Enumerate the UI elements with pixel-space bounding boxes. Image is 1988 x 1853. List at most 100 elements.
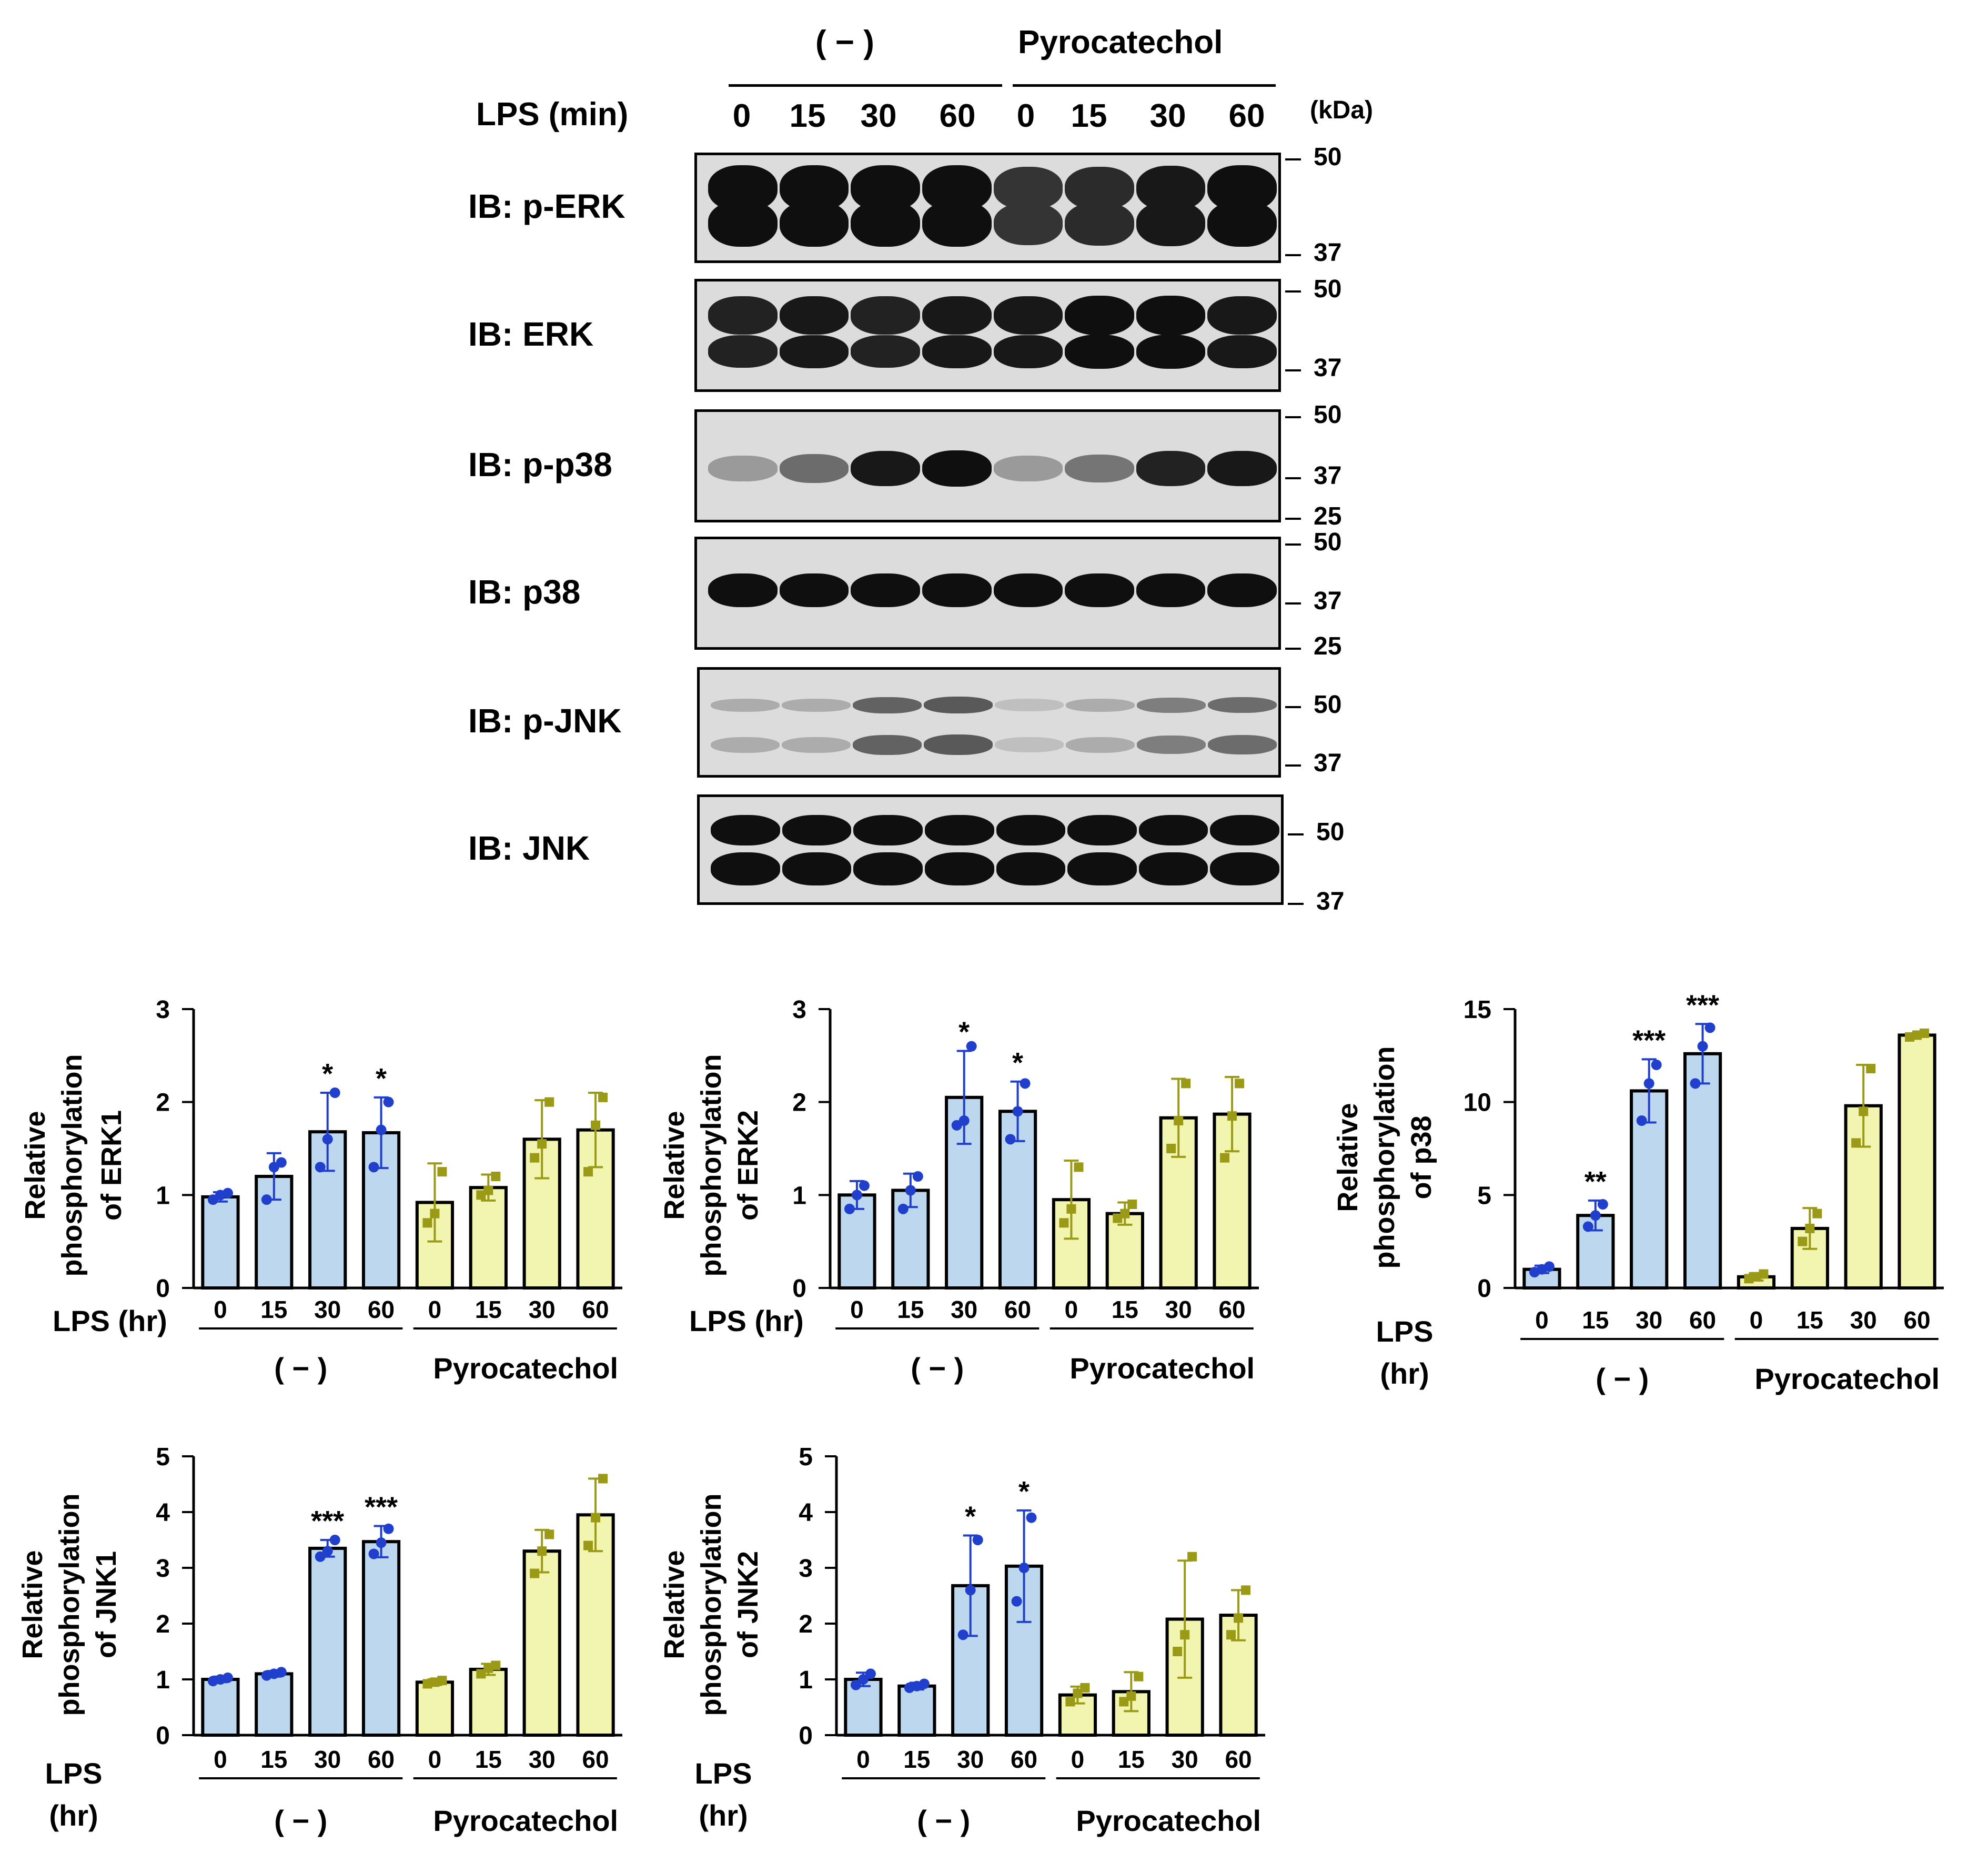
blot-band	[853, 734, 922, 755]
data-point	[1227, 1111, 1237, 1121]
y-axis-label: of p38	[1406, 1115, 1437, 1199]
x-tick-label: 0	[856, 1746, 870, 1773]
x-tick-label: 60	[582, 1296, 609, 1323]
data-point	[1120, 1209, 1130, 1218]
blot-band	[996, 814, 1066, 846]
y-axis-label: phosphorylation	[54, 1494, 85, 1716]
x-axis-label: (hr)	[1380, 1357, 1429, 1390]
blot-band	[922, 573, 992, 607]
data-point	[222, 1187, 233, 1199]
x-axis-label: LPS	[695, 1757, 752, 1790]
y-tick-label: 2	[792, 1089, 806, 1117]
x-tick-label: 60	[1218, 1296, 1245, 1323]
y-axis-label: phosphorylation	[1369, 1046, 1400, 1269]
data-point	[1744, 1274, 1754, 1284]
blot-band	[1136, 200, 1206, 247]
blot-band	[782, 814, 852, 846]
blot-band	[1065, 573, 1134, 607]
x-tick-label: 60	[1011, 1746, 1037, 1773]
data-point	[530, 1568, 540, 1578]
x-tick-label: 0	[428, 1746, 442, 1773]
x-axis-label: LPS (hr)	[53, 1304, 167, 1337]
blot-band	[708, 456, 778, 481]
blot-band	[851, 573, 920, 607]
blot-band	[711, 814, 780, 846]
data-point	[368, 1548, 379, 1559]
bar	[945, 1095, 984, 1290]
x-tick-label: 30	[529, 1746, 556, 1773]
data-point	[1582, 1221, 1593, 1232]
marker-label: 25	[1314, 502, 1342, 531]
data-point	[1690, 1078, 1701, 1089]
data-point	[315, 1162, 326, 1173]
lane-label: 30	[1149, 98, 1186, 134]
data-point	[329, 1535, 340, 1545]
y-axis-label: Relative	[1332, 1103, 1364, 1212]
blot-label: IB: p-p38	[468, 445, 612, 484]
data-point	[430, 1677, 440, 1687]
significance-label: ***	[365, 1492, 398, 1523]
blot-band	[1207, 200, 1277, 247]
marker-tick	[1285, 602, 1301, 605]
blot-band	[1136, 573, 1206, 607]
x-tick-label: 0	[1071, 1746, 1085, 1773]
data-point	[1012, 1106, 1023, 1117]
data-point	[1543, 1261, 1555, 1272]
significance-label: *	[965, 1501, 976, 1533]
data-point	[491, 1172, 501, 1181]
blot-image	[694, 279, 1281, 392]
x-axis-label: LPS	[45, 1757, 103, 1790]
x-tick-label: 30	[1636, 1306, 1662, 1334]
y-tick-label: 4	[156, 1499, 170, 1527]
data-point	[1181, 1079, 1191, 1089]
x-tick-label: 60	[368, 1746, 395, 1773]
data-point	[261, 1194, 272, 1205]
marker-label: 50	[1314, 143, 1342, 171]
data-point	[1643, 1078, 1654, 1089]
blot-band	[1207, 450, 1277, 487]
x-tick-label: 15	[897, 1296, 924, 1323]
y-axis-label: of JNK2	[732, 1551, 764, 1658]
blot-band	[1138, 814, 1208, 846]
data-point	[583, 1167, 593, 1177]
blot-band	[1210, 852, 1279, 885]
data-point	[591, 1120, 601, 1130]
blot-band	[1066, 737, 1135, 753]
data-point	[1126, 1691, 1136, 1701]
data-point	[222, 1672, 233, 1683]
y-axis-label: of JNK1	[90, 1551, 122, 1658]
blot-image	[694, 153, 1281, 263]
x-tick-label: 0	[1535, 1306, 1549, 1334]
blot-band	[1067, 814, 1137, 846]
lane-label: 60	[1228, 98, 1265, 134]
bar	[201, 1195, 240, 1290]
data-point	[957, 1629, 968, 1640]
data-point	[1018, 1563, 1030, 1573]
x-tick-label: 15	[903, 1746, 930, 1773]
data-point	[1220, 1153, 1230, 1163]
data-point	[544, 1529, 554, 1539]
group-label: Pyrocatechol	[1076, 1804, 1261, 1837]
blot-band	[1208, 697, 1277, 713]
blot-band	[708, 573, 778, 607]
blot-band	[779, 335, 849, 368]
bar	[415, 1680, 455, 1737]
blot-label: IB: JNK	[468, 829, 590, 867]
group-label: Pyrocatechol	[1069, 1352, 1255, 1385]
blot-band	[711, 698, 780, 712]
x-tick-label: 0	[850, 1296, 864, 1323]
lane-label: 15	[789, 98, 826, 134]
blot-band	[1065, 295, 1134, 336]
y-tick-label: 5	[156, 1443, 170, 1471]
lane-label: 30	[860, 98, 897, 134]
y-tick-label: 2	[156, 1089, 170, 1117]
data-point	[1187, 1552, 1197, 1562]
data-point	[1912, 1030, 1922, 1040]
y-tick-label: 4	[799, 1499, 813, 1527]
data-point	[1697, 1041, 1708, 1052]
marker-label: 50	[1316, 818, 1345, 846]
significance-label: *	[1012, 1047, 1023, 1079]
blot-image	[694, 537, 1281, 650]
data-point	[1134, 1671, 1144, 1681]
data-point	[1059, 1218, 1069, 1228]
